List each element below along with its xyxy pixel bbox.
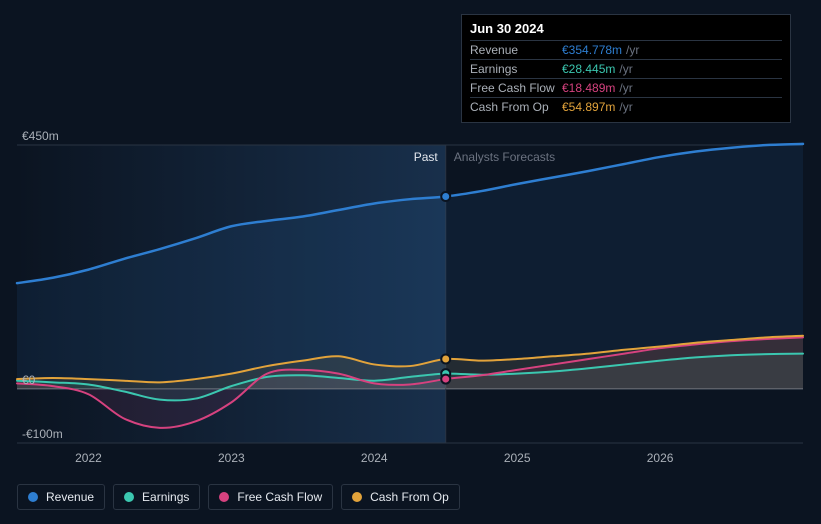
legend-label: Cash From Op xyxy=(370,490,449,504)
chart-legend: Revenue Earnings Free Cash Flow Cash From O… xyxy=(17,484,460,510)
legend-label: Revenue xyxy=(46,490,94,504)
x-axis-label: 2023 xyxy=(218,451,245,465)
legend-label: Earnings xyxy=(142,490,189,504)
tooltip-row: Revenue€354.778m/yr xyxy=(470,40,782,59)
y-axis-label: €450m xyxy=(22,129,59,143)
tooltip-row: Earnings€28.445m/yr xyxy=(470,59,782,78)
legend-label: Free Cash Flow xyxy=(237,490,322,504)
x-axis-label: 2022 xyxy=(75,451,102,465)
tooltip-row-value: €354.778m xyxy=(562,43,622,57)
legend-swatch xyxy=(124,492,134,502)
tooltip-row-unit: /yr xyxy=(619,62,632,76)
y-axis-label: €0 xyxy=(22,373,35,387)
legend-swatch xyxy=(352,492,362,502)
legend-item-revenue[interactable]: Revenue xyxy=(17,484,105,510)
tooltip-row-unit: /yr xyxy=(619,81,632,95)
tooltip-row-value: €54.897m xyxy=(562,100,615,114)
legend-item-earnings[interactable]: Earnings xyxy=(113,484,200,510)
tooltip-row-value: €18.489m xyxy=(562,81,615,95)
forecast-label: Analysts Forecasts xyxy=(446,150,555,164)
chart-tooltip: Jun 30 2024 Revenue€354.778m/yrEarnings€… xyxy=(461,14,791,123)
past-label: Past xyxy=(414,150,446,164)
tooltip-row-label: Cash From Op xyxy=(470,100,562,114)
tooltip-date: Jun 30 2024 xyxy=(470,21,782,40)
tooltip-row-unit: /yr xyxy=(619,100,632,114)
financial-chart: €450m€0-€100m 20222023202420252026 Past … xyxy=(0,0,821,524)
tooltip-row-label: Revenue xyxy=(470,43,562,57)
tooltip-row: Free Cash Flow€18.489m/yr xyxy=(470,78,782,97)
x-axis-label: 2025 xyxy=(504,451,531,465)
x-axis-label: 2024 xyxy=(361,451,388,465)
tooltip-row-label: Earnings xyxy=(470,62,562,76)
legend-item-cash-from-op[interactable]: Cash From Op xyxy=(341,484,460,510)
tooltip-row-value: €28.445m xyxy=(562,62,615,76)
tooltip-row: Cash From Op€54.897m/yr xyxy=(470,97,782,116)
legend-swatch xyxy=(219,492,229,502)
tooltip-row-unit: /yr xyxy=(626,43,639,57)
legend-item-free-cash-flow[interactable]: Free Cash Flow xyxy=(208,484,333,510)
tooltip-row-label: Free Cash Flow xyxy=(470,81,562,95)
y-axis-label: -€100m xyxy=(22,427,63,441)
legend-swatch xyxy=(28,492,38,502)
x-axis-label: 2026 xyxy=(647,451,674,465)
